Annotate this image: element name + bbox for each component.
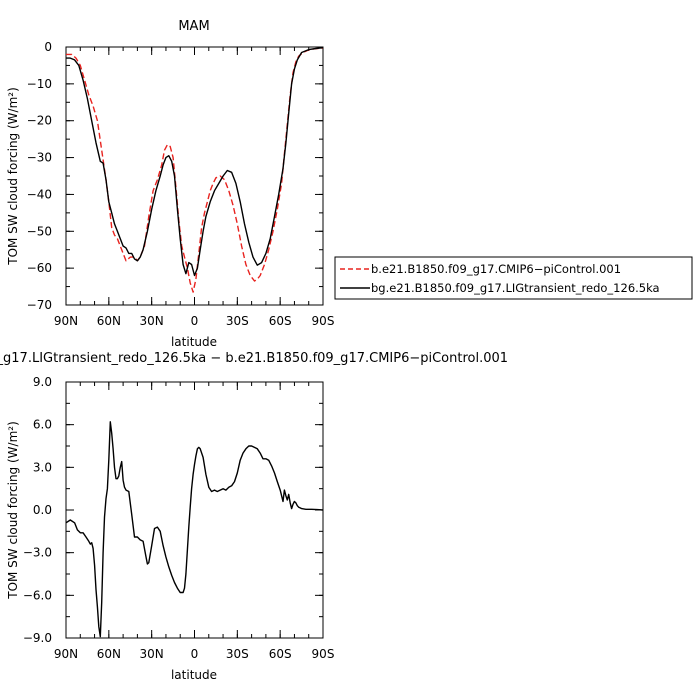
y-tick-label: −6.0	[23, 588, 52, 602]
y-tick-label: −30	[27, 151, 52, 165]
y-tick-label: 6.0	[33, 418, 52, 432]
x-tick-label: 30S	[226, 647, 249, 661]
y-tick-label: −60	[27, 261, 52, 275]
top-panel-series	[66, 47, 324, 293]
x-tick-label: 90S	[312, 314, 335, 328]
y-tick-label: −20	[27, 114, 52, 128]
top-panel-y-axis: 0 −10 −20 −30 −40 −50 −60 −70	[27, 40, 323, 312]
bottom-panel-title: bg.e21.B1850.f09_g17.LIGtransient_redo_1…	[0, 351, 508, 366]
x-tick-label: 30N	[140, 314, 164, 328]
x-tick-label: 90N	[54, 314, 78, 328]
x-tick-label: 90S	[312, 647, 335, 661]
top-panel-y-label: TOM SW cloud forcing (W/m²)	[6, 87, 20, 266]
top-panel-x-axis: 90N 60N 30N 0 30S 60S 90S	[54, 47, 335, 328]
y-tick-label: −70	[27, 298, 52, 312]
x-tick-label: 60S	[269, 647, 292, 661]
bottom-panel-series	[65, 421, 324, 638]
y-tick-label: −50	[27, 224, 52, 238]
top-panel-plot-area	[65, 46, 324, 306]
top-panel-title: MAM	[178, 19, 209, 34]
y-tick-label: −3.0	[23, 546, 52, 560]
bottom-panel: bg.e21.B1850.f09_g17.LIGtransient_redo_1…	[0, 351, 508, 682]
y-tick-label: −40	[27, 187, 52, 201]
y-tick-label: 0	[44, 40, 52, 54]
legend-label-control: b.e21.B1850.f09_g17.CMIP6−piControl.001	[371, 262, 621, 276]
x-tick-label: 0	[191, 314, 199, 328]
x-tick-label: 90N	[54, 647, 78, 661]
y-tick-label: 9.0	[33, 375, 52, 389]
bottom-panel-x-axis: 90N 60N 30N 0 30S 60S 90S	[54, 382, 335, 661]
legend: b.e21.B1850.f09_g17.CMIP6−piControl.001 …	[334, 256, 693, 300]
series-line-control	[66, 47, 324, 293]
x-tick-label: 30N	[140, 647, 164, 661]
bottom-panel-x-label: latitude	[171, 668, 217, 682]
x-tick-label: 60S	[269, 314, 292, 328]
top-panel: MAM 90N 60N 30N 0 30S 60S 90S 0 −10 −20 −30 −40 −50…	[6, 19, 693, 349]
x-tick-label: 0	[191, 647, 199, 661]
legend-box	[334, 256, 693, 300]
x-tick-label: 30S	[226, 314, 249, 328]
x-tick-label: 60N	[97, 314, 121, 328]
bottom-panel-y-label: TOM SW cloud forcing (W/m²)	[6, 421, 20, 600]
y-tick-label: −10	[27, 77, 52, 91]
series-line-lig	[66, 47, 324, 277]
bottom-panel-y-axis: 9.0 6.0 3.0 0.0 −3.0 −6.0 −9.0	[23, 375, 323, 645]
x-tick-label: 60N	[97, 647, 121, 661]
top-panel-x-label: latitude	[171, 335, 217, 349]
y-tick-label: 0.0	[33, 503, 52, 517]
y-tick-label: 3.0	[33, 460, 52, 474]
series-line-difference	[65, 421, 324, 638]
legend-label-lig: bg.e21.B1850.f09_g17.LIGtransient_redo_1…	[371, 281, 660, 295]
y-tick-label: −9.0	[23, 631, 52, 645]
